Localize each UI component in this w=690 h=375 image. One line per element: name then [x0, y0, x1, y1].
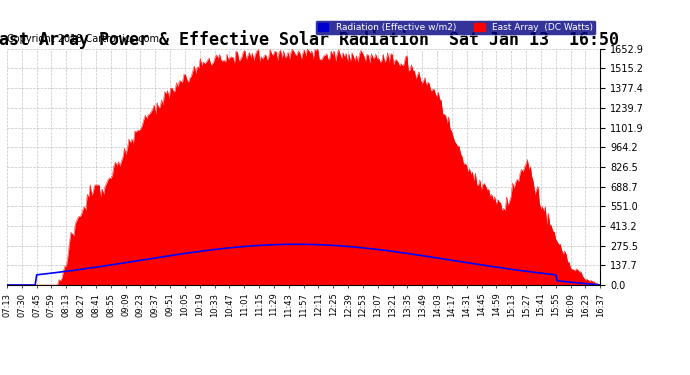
Legend: Radiation (Effective w/m2), East Array  (DC Watts): Radiation (Effective w/m2), East Array (… [315, 20, 595, 34]
Title: East Array Power & Effective Solar Radiation  Sat Jan 13  16:50: East Array Power & Effective Solar Radia… [0, 30, 619, 49]
Text: Copyright 2018 Cartronics.com: Copyright 2018 Cartronics.com [7, 34, 159, 44]
